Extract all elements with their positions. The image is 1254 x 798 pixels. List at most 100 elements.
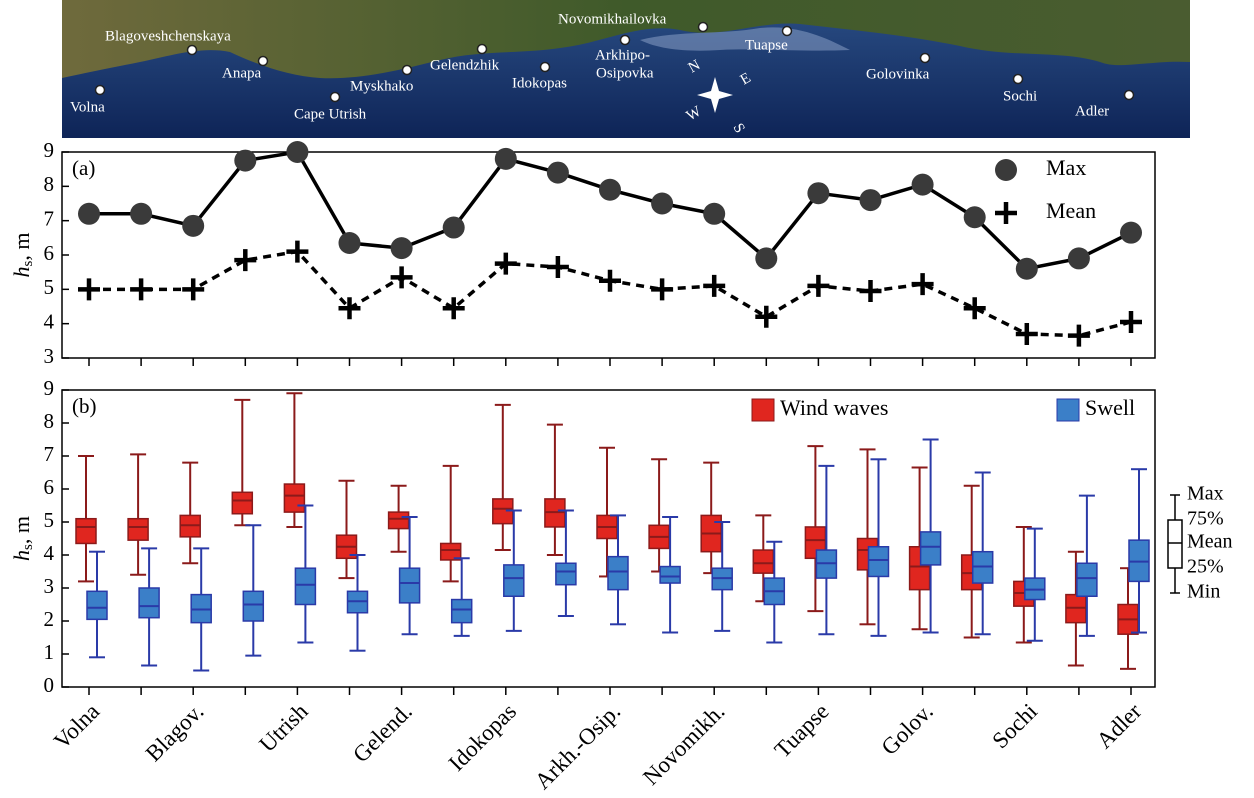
x-tick-label: Novomikh.	[638, 699, 729, 790]
y-tick-label: 5	[44, 508, 55, 532]
marker	[651, 193, 673, 215]
marker	[78, 278, 100, 300]
marker	[234, 150, 256, 172]
box	[608, 557, 628, 590]
y-tick-label: 4	[44, 541, 55, 565]
box	[76, 519, 96, 544]
place-label: Tuapse	[745, 37, 788, 53]
marker	[1016, 258, 1038, 280]
y-tick-label: 8	[44, 409, 55, 433]
legend-marker	[995, 202, 1017, 224]
box	[389, 512, 409, 529]
box	[232, 492, 252, 513]
y-tick-label: 3	[44, 574, 55, 598]
marker	[1068, 247, 1090, 269]
marker	[182, 215, 204, 237]
place-label: Adler	[1075, 103, 1109, 119]
box	[452, 600, 472, 623]
box	[400, 568, 420, 603]
legend-label: Mean	[1046, 198, 1096, 223]
key-label: 25%	[1187, 556, 1224, 578]
y-tick-label: 7	[44, 442, 55, 466]
box	[284, 484, 304, 512]
y-tick-label: 2	[44, 607, 55, 631]
marker	[599, 179, 621, 201]
marker	[182, 278, 204, 300]
legend-label: Max	[1046, 155, 1086, 180]
x-tick-label: Tuapse	[770, 699, 834, 763]
box	[139, 588, 159, 618]
legend-marker	[995, 159, 1017, 181]
marker	[130, 278, 152, 300]
legend-label: Swell	[1085, 395, 1135, 420]
marker	[1120, 222, 1142, 244]
place-dot	[621, 36, 630, 45]
place-label: Osipovka	[596, 65, 654, 81]
place-dot	[188, 46, 197, 55]
y-tick-label: 4	[44, 309, 55, 333]
marker	[599, 270, 621, 292]
marker	[1016, 323, 1038, 345]
marker	[443, 217, 465, 239]
x-tick-label: Idokopas	[444, 699, 521, 776]
marker	[964, 206, 986, 228]
marker	[234, 249, 256, 271]
marker	[391, 237, 413, 259]
y-tick-label: 6	[44, 241, 55, 265]
place-dot	[96, 86, 105, 95]
place-dot	[478, 45, 487, 54]
box	[753, 550, 773, 573]
marker	[495, 148, 517, 170]
marker	[1068, 325, 1090, 347]
y-label-unit: , m	[9, 233, 34, 261]
place-dot	[541, 63, 550, 72]
box	[243, 591, 263, 621]
y-label-symbol: h	[9, 266, 34, 277]
box	[921, 532, 941, 565]
place-dot	[783, 27, 792, 36]
x-tick-label: Adler	[1092, 698, 1147, 753]
box	[504, 565, 524, 596]
marker	[755, 306, 777, 328]
key-label: 75%	[1187, 508, 1224, 530]
x-tick-label: Gelend.	[348, 699, 417, 768]
key-label: Max	[1187, 483, 1224, 505]
box	[295, 568, 315, 604]
place-label: Volna	[70, 99, 105, 115]
key-label: Mean	[1187, 531, 1233, 553]
y-axis-label: hs, m	[9, 516, 36, 561]
y-label-symbol: h	[9, 550, 34, 561]
marker	[339, 232, 361, 254]
box	[660, 567, 680, 584]
y-tick-label: 9	[44, 376, 55, 400]
place-label: Golovinka	[866, 66, 930, 82]
legend-swatch	[752, 399, 774, 421]
marker	[912, 174, 934, 196]
x-tick-label: Arkh.-Osip.	[530, 699, 625, 794]
x-tick-label: Sochi	[987, 699, 1042, 754]
y-label-unit: , m	[9, 516, 34, 544]
marker	[755, 247, 777, 269]
legend-swatch	[1057, 399, 1079, 421]
marker	[78, 203, 100, 225]
marker	[651, 278, 673, 300]
marker	[912, 273, 934, 295]
marker	[807, 182, 829, 204]
marker	[964, 297, 986, 319]
place-label: Anapa	[222, 65, 261, 81]
key-box	[1168, 520, 1182, 568]
place-dot	[1014, 75, 1023, 84]
marker	[703, 203, 725, 225]
marker	[860, 280, 882, 302]
marker	[547, 256, 569, 278]
y-tick-label: 5	[44, 275, 55, 299]
place-dot	[699, 23, 708, 32]
marker	[286, 141, 308, 163]
y-tick-label: 6	[44, 475, 55, 499]
place-label: Sochi	[1003, 88, 1037, 104]
place-label: Blagoveshchenskaya	[105, 28, 231, 44]
y-tick-label: 9	[44, 138, 55, 162]
y-tick-label: 3	[44, 344, 55, 368]
place-label: Myskhako	[350, 78, 413, 94]
panel-label: (b)	[72, 394, 97, 418]
